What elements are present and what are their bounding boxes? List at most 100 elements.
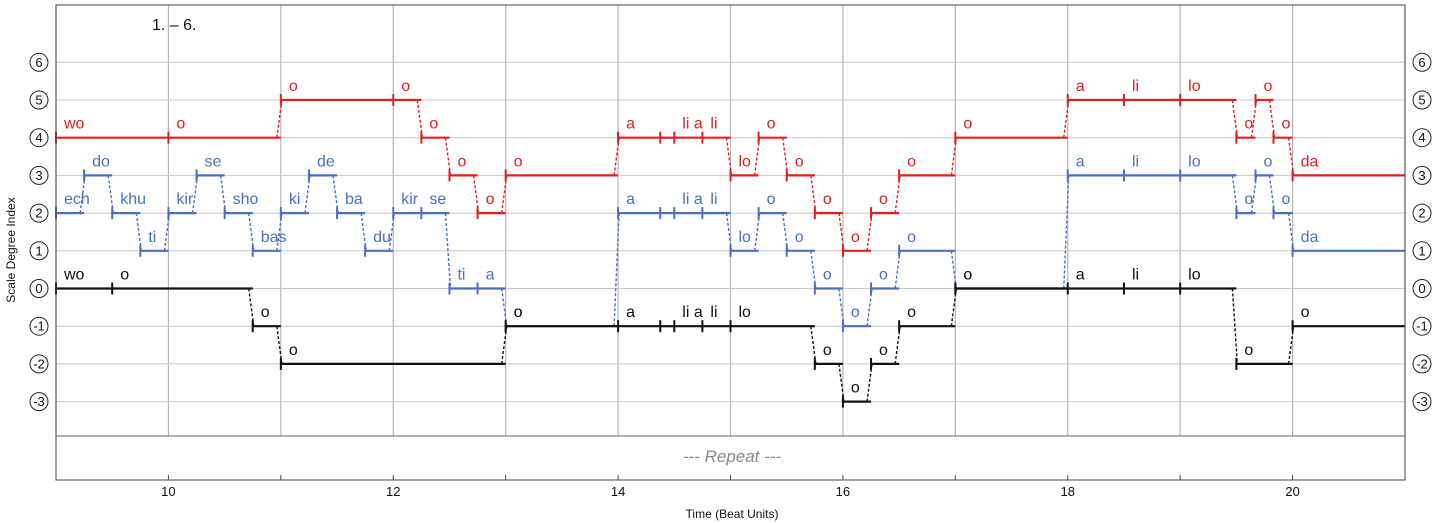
- syllable-label: ti: [457, 267, 465, 284]
- x-tick-label: 16: [836, 484, 850, 499]
- syllable-label: o: [1301, 304, 1310, 321]
- syllable-label: li a: [682, 304, 703, 321]
- section-mark: 1. – 6.: [152, 17, 196, 34]
- note-transition: [276, 99, 283, 138]
- syllable-label: li: [1132, 78, 1139, 95]
- syllable-label: o: [261, 304, 270, 321]
- note-transition: [866, 288, 873, 327]
- y-axis-title: Scale Degree Index: [4, 197, 18, 302]
- syllable-label: o: [289, 78, 298, 95]
- y-tick-circle: [29, 165, 49, 185]
- syllable-label: o: [1244, 191, 1253, 208]
- syllable-label: lo: [1188, 153, 1201, 170]
- note-transition: [191, 175, 199, 214]
- syllable-label: se: [205, 153, 222, 170]
- note-transition: [304, 175, 311, 214]
- note-transition: [276, 326, 283, 364]
- syllable-label: o: [1244, 116, 1253, 133]
- syllable-label: lo: [739, 153, 752, 170]
- x-axis-title: Time (Beat Units): [686, 507, 779, 521]
- syllable-label: li: [710, 191, 717, 208]
- note-transition: [163, 213, 171, 251]
- note-transition: [725, 213, 733, 251]
- syllable-label: o: [1263, 153, 1272, 170]
- note-transition: [1231, 99, 1239, 138]
- syllable-label: o: [907, 153, 916, 170]
- y-tick-label: 5: [1418, 93, 1425, 108]
- syllable-label: wo: [63, 116, 85, 133]
- syllable-label: o: [486, 191, 495, 208]
- note-transition: [613, 213, 620, 327]
- syllable-label: o: [879, 267, 888, 284]
- y-tick-circle: [29, 203, 49, 223]
- syllable-label: li: [1132, 267, 1139, 284]
- syllable-label: o: [879, 191, 888, 208]
- note-transition: [248, 213, 255, 251]
- note-transition: [1063, 99, 1070, 138]
- syllable-label: khu: [120, 191, 146, 208]
- note-transition: [1250, 99, 1258, 138]
- y-tick-circle: [29, 90, 49, 110]
- note-transition: [866, 213, 873, 251]
- syllable-label: o: [289, 342, 298, 359]
- note-transition: [135, 213, 143, 251]
- y-tick-circle: [1412, 279, 1432, 298]
- syllable-label: li a: [682, 191, 703, 208]
- y-tick-circle: [1412, 241, 1432, 261]
- note-transition: [332, 175, 339, 214]
- syllable-label: sho: [233, 191, 259, 208]
- y-tick-label: -1: [1416, 319, 1428, 334]
- syllable-label: o: [1281, 116, 1290, 133]
- syllable-label: o: [1263, 78, 1272, 95]
- note-transition: [1287, 326, 1295, 364]
- x-tick-label: 14: [611, 484, 625, 499]
- note-transition: [950, 288, 958, 327]
- syllable-label: o: [823, 267, 832, 284]
- y-tick-label: 3: [35, 168, 42, 183]
- y-tick-label: -3: [1416, 394, 1428, 409]
- note-transition: [219, 175, 227, 214]
- syllable-label: a: [486, 267, 495, 284]
- note-transition: [79, 175, 86, 214]
- y-tick-label: 1: [1418, 243, 1425, 258]
- syllable-label: o: [963, 267, 972, 284]
- syllable-label: lo: [739, 304, 752, 321]
- note-transition: [360, 213, 367, 251]
- syllable-label: du: [373, 229, 391, 246]
- syllable-label: li a: [682, 116, 703, 133]
- note-transition: [500, 175, 508, 214]
- note-transition: [866, 363, 873, 402]
- note-transition: [444, 213, 452, 289]
- syllable-label: ech: [64, 191, 90, 208]
- y-tick-label: 0: [35, 281, 42, 296]
- note-transition: [248, 288, 255, 327]
- x-tick-label: 18: [1061, 484, 1075, 499]
- note-transition: [782, 137, 789, 176]
- syllable-label: o: [514, 304, 523, 321]
- syllable-label: lo: [1188, 267, 1201, 284]
- note-transition: [753, 213, 761, 251]
- y-tick-circle: [1412, 316, 1432, 336]
- note-transition: [1231, 288, 1239, 364]
- note-transition: [810, 175, 817, 214]
- voice-series: wo o o o o o o o a li a li lo o o o o o o o a li lo o o o da: [55, 78, 1405, 257]
- note-transition: [894, 326, 901, 364]
- y-tick-label: 6: [1418, 55, 1425, 70]
- note-transition: [1063, 175, 1070, 289]
- y-tick-circle: [29, 279, 49, 298]
- syllable-label: o: [457, 153, 466, 170]
- syllable-label: li: [1132, 153, 1139, 170]
- syllable-label: o: [907, 229, 916, 246]
- y-tick-label: 1: [35, 243, 42, 258]
- syllable-label: o: [1244, 342, 1253, 359]
- y-tick-circle: [1412, 354, 1432, 374]
- y-tick-circle: [29, 316, 49, 336]
- y-tick-circle: [1412, 165, 1432, 185]
- syllable-label: o: [1281, 191, 1290, 208]
- y-tick-circle: [29, 354, 49, 374]
- y-tick-label: 4: [35, 130, 42, 145]
- syllable-label: o: [963, 267, 972, 284]
- repeat-label: --- Repeat ---: [683, 447, 782, 466]
- note-transition: [838, 213, 845, 251]
